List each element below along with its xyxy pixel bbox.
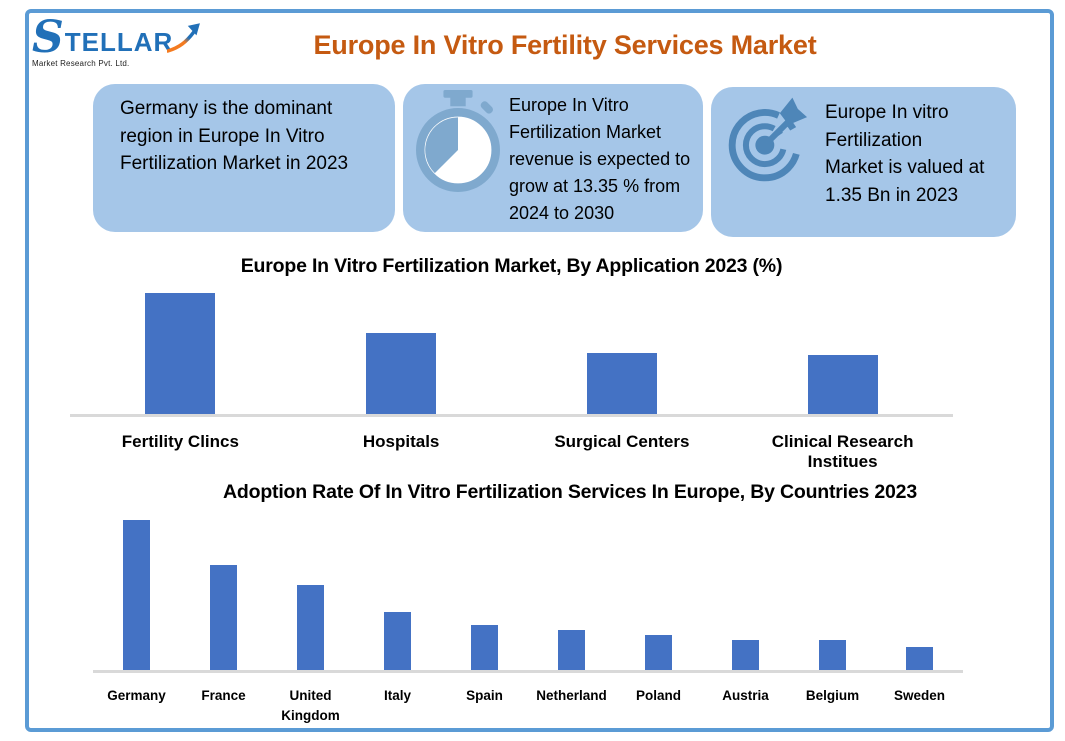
bar-italy [384, 612, 411, 670]
bar-column [441, 521, 528, 670]
bar-column [528, 521, 615, 670]
bar-united-kingdom [297, 585, 324, 670]
category-label: Fertility Clincs [121, 432, 239, 451]
bar-column [615, 521, 702, 670]
callout-growth-rate: Europe In Vitro Fertilization Market rev… [403, 84, 703, 232]
bar-spain [471, 625, 498, 670]
category-label: Poland [635, 688, 681, 703]
bar-surgical-centers [586, 353, 657, 414]
category-label: France [201, 688, 246, 703]
category-label: Austria [722, 688, 769, 703]
category-label: Italy [383, 688, 411, 703]
target-icon [727, 97, 813, 192]
callout-text: Europe In vitro Fertilization Market is … [825, 102, 985, 206]
application-chart-labels: Fertility Clincs Hospitals Surgical Center… [70, 432, 953, 472]
logo-brand-text: TELLAR [64, 27, 174, 57]
bar-column [291, 288, 512, 414]
bar-column [180, 521, 267, 670]
category-label: United Kingdom [281, 688, 340, 724]
bar-sweden [906, 647, 933, 670]
bar-column [512, 288, 733, 414]
bar-column [267, 521, 354, 670]
category-label: Surgical Centers [554, 432, 690, 451]
countries-chart-labels: Germany France United Kingdom Italy Spain Net… [93, 686, 963, 727]
bar-column [732, 288, 953, 414]
bar-hospitals [366, 333, 437, 414]
page-title: Europe In Vitro Fertility Services Marke… [313, 30, 817, 60]
logo-s-swoosh: S [32, 12, 64, 63]
application-chart-plot [70, 288, 953, 417]
callout-market-value: Europe In vitro Fertilization Market is … [711, 87, 1016, 237]
bar-column [70, 288, 291, 414]
logo-tagline: Market Research Pvt. Ltd. [32, 59, 130, 68]
bar-clinical-research-institues [807, 355, 878, 414]
countries-chart-title: Adoption Rate Of In Vitro Fertilization … [223, 481, 917, 503]
countries-chart-plot [93, 520, 963, 673]
bar-austria [732, 640, 759, 670]
bar-belgium [819, 640, 846, 670]
callout-text: Germany is the dominant region in Europe… [120, 98, 349, 175]
page-border-frame [25, 9, 1054, 732]
stellar-logo: S TELLAR Market Research Pvt. Ltd. [32, 13, 202, 73]
bar-column [702, 521, 789, 670]
callout-germany-dominant: Germany is the dominant region in Europe… [93, 84, 395, 232]
application-chart-title: Europe In Vitro Fertilization Market, By… [240, 255, 783, 277]
category-label: Germany [107, 688, 166, 703]
bar-column [354, 521, 441, 670]
bar-poland [645, 635, 672, 670]
bar-france [210, 565, 237, 670]
category-label: Hospitals [362, 432, 440, 451]
category-label: Spain [466, 688, 503, 703]
bar-column [93, 520, 180, 670]
callout-text: Europe In Vitro Fertilization Market rev… [509, 95, 691, 223]
bar-fertility-clincs [145, 293, 216, 414]
bar-column [789, 521, 876, 670]
stopwatch-icon [415, 90, 501, 206]
category-label: Clinical Research Institues [771, 432, 914, 471]
category-label: Belgium [805, 688, 860, 703]
bar-column [876, 521, 963, 670]
bar-germany [123, 520, 150, 670]
growth-arrow-icon [167, 23, 201, 53]
logo-wordmark: S TELLAR [32, 12, 202, 63]
category-label: Sweden [893, 688, 945, 703]
bar-netherland [558, 630, 585, 670]
category-label: Netherland [536, 688, 607, 703]
